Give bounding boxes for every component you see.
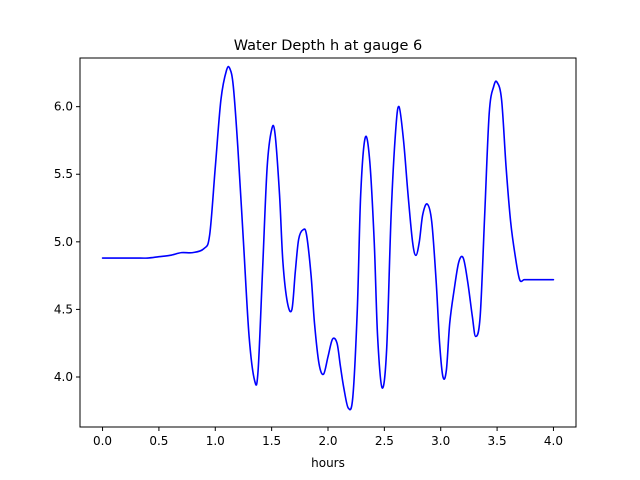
y-tick-label: 4.0 — [54, 370, 73, 384]
chart-title: Water Depth h at gauge 6 — [234, 38, 422, 54]
y-tick-label: 6.0 — [54, 100, 73, 114]
y-tick-label: 4.5 — [54, 302, 73, 316]
y-tick-label: 5.5 — [54, 167, 73, 181]
x-tick-label: 3.5 — [488, 434, 507, 448]
x-axis-ticks: 0.0 0.5 1.0 1.5 2.0 2.5 3.0 3.5 4.0 — [93, 427, 563, 448]
x-tick-label: 3.0 — [431, 434, 450, 448]
x-tick-label: 0.5 — [149, 434, 168, 448]
x-tick-label: 2.5 — [375, 434, 394, 448]
y-tick-label: 5.0 — [54, 235, 73, 249]
x-tick-label: 1.5 — [262, 434, 281, 448]
x-tick-label: 2.0 — [318, 434, 337, 448]
x-axis-label: hours — [311, 456, 345, 470]
x-tick-label: 1.0 — [206, 434, 225, 448]
y-axis-ticks: 4.0 4.5 5.0 5.5 6.0 — [54, 100, 80, 384]
axes-frame — [79, 57, 577, 428]
x-tick-label: 0.0 — [93, 434, 112, 448]
x-tick-label: 4.0 — [544, 434, 563, 448]
series-line — [101, 65, 555, 411]
plot-layer — [101, 65, 555, 411]
